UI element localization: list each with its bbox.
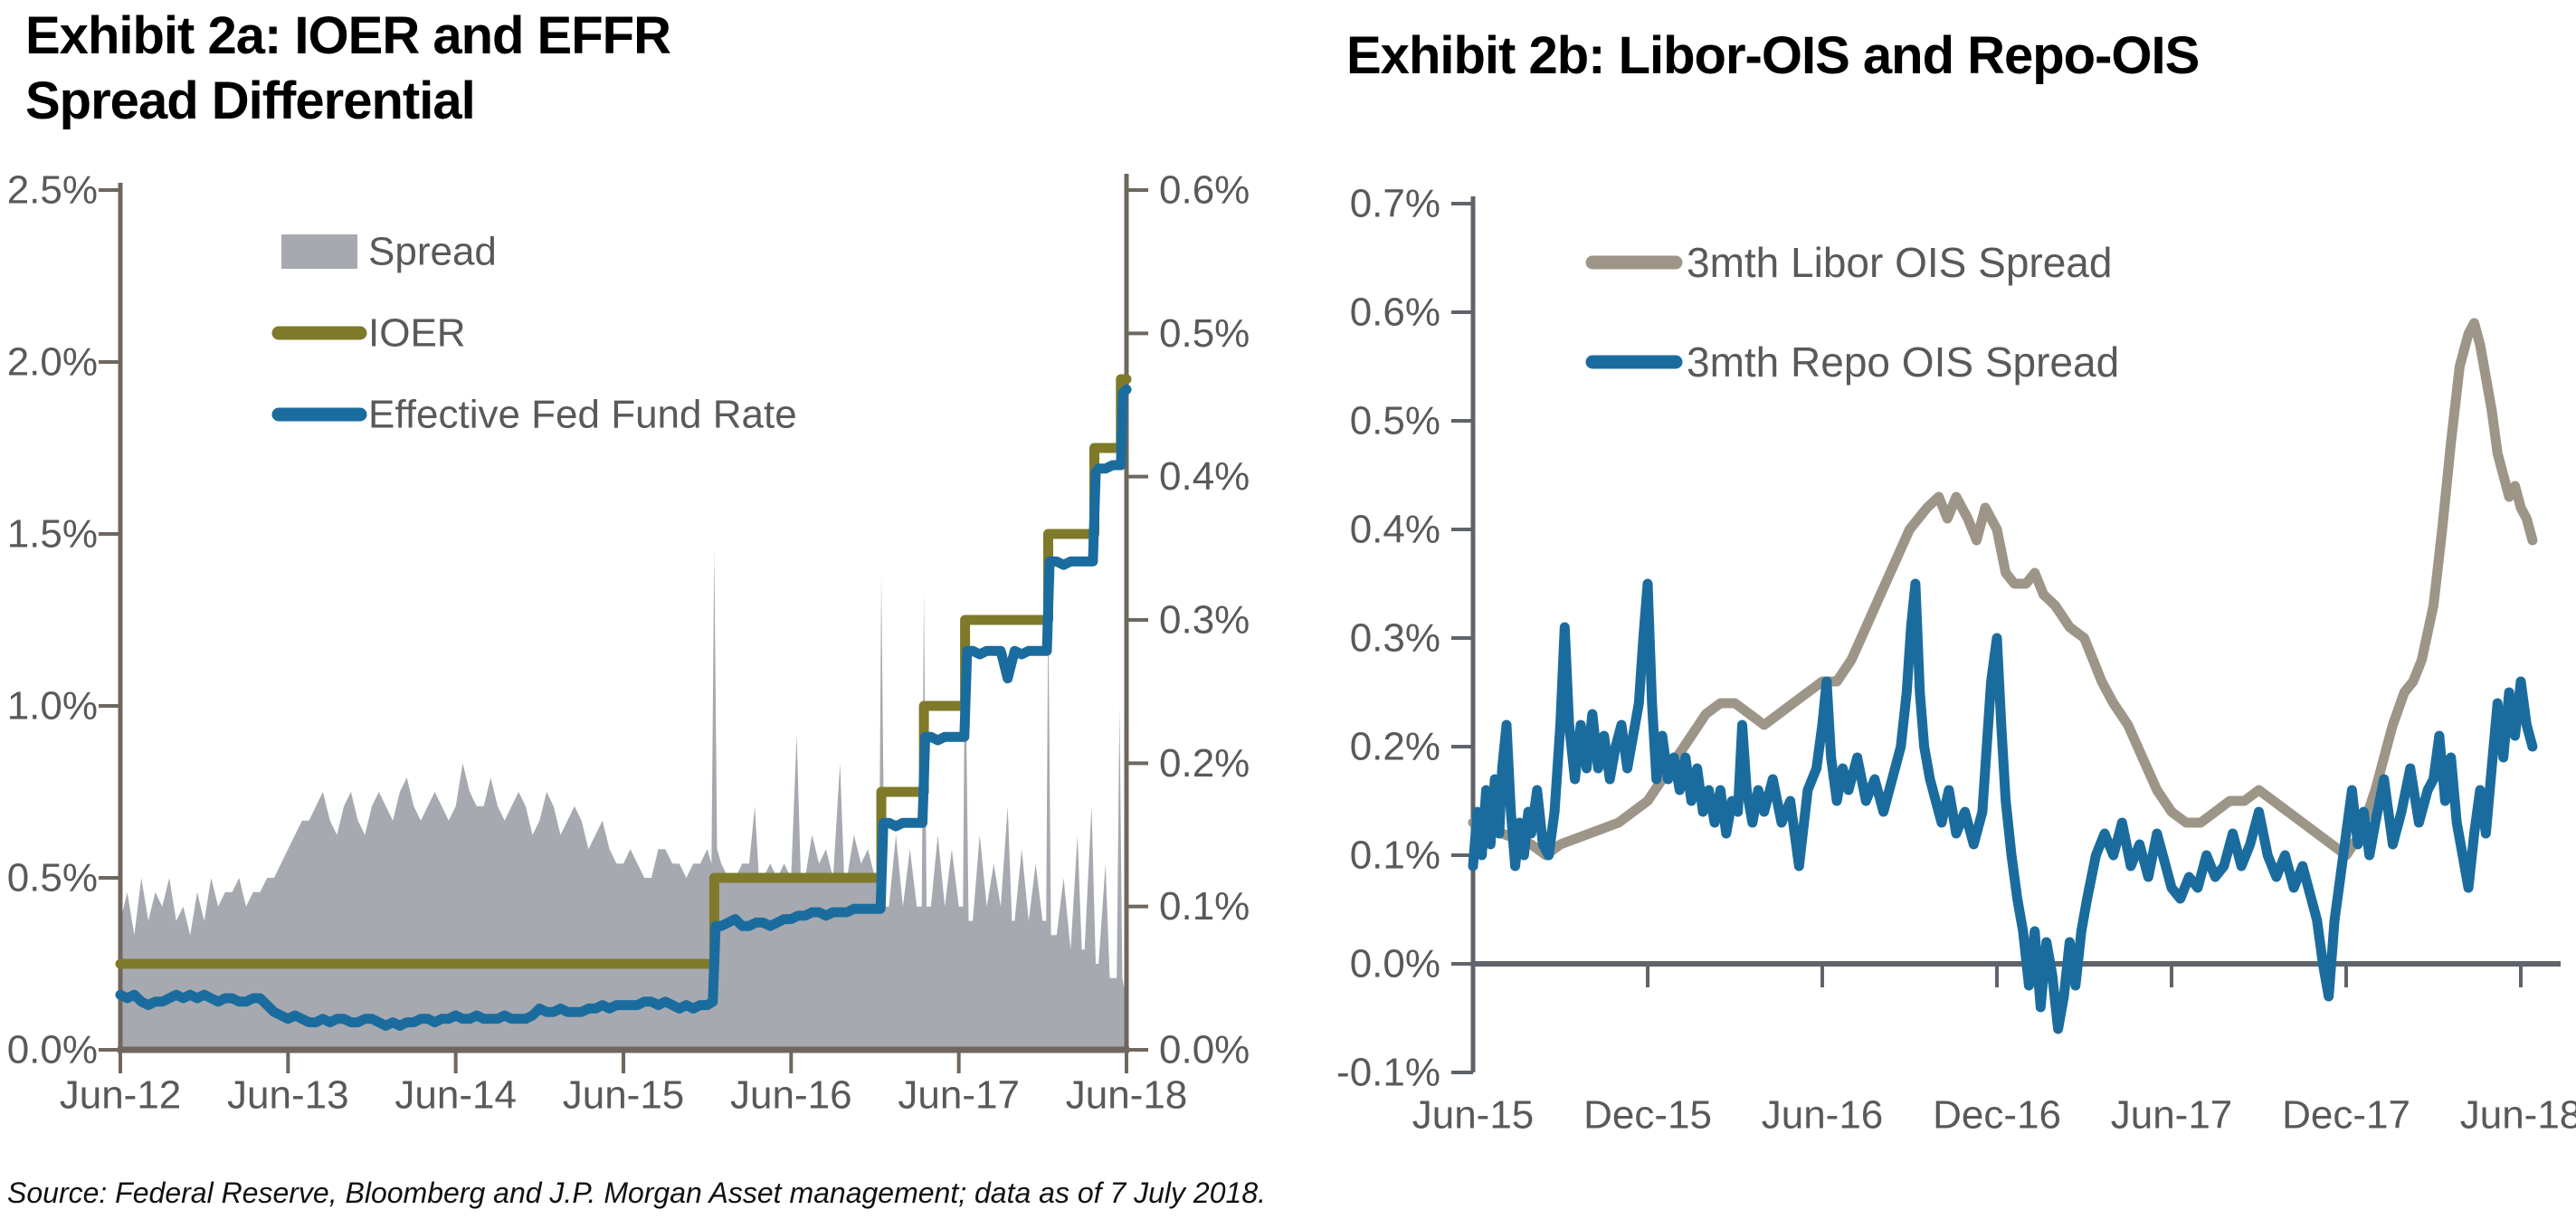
right-y-tick-label: 0.3% — [1159, 598, 1250, 643]
legend-label-effr: Effective Fed Fund Rate — [368, 393, 797, 437]
left-y-tick-label: 0.0% — [7, 1028, 98, 1072]
right-chart-x-tick-label: Dec-17 — [2282, 1093, 2410, 1138]
legend-label-repo-ois: 3mth Repo OIS Spread — [1687, 338, 2119, 386]
legend-swatch-spread — [281, 234, 357, 269]
left-chart-title: Exhibit 2a: IOER and EFFR Spread Differe… — [25, 4, 671, 134]
libor-ois-line — [1468, 318, 2538, 861]
right-chart-title: Exhibit 2b: Libor-OIS and Repo-OIS — [1346, 24, 2200, 89]
right-chart-y-tick-label: -0.1% — [1336, 1051, 1440, 1095]
left-chart-title-line2: Spread Differential — [25, 71, 476, 130]
right-y-tick-label: 0.4% — [1159, 454, 1250, 499]
right-y-tick-label: 0.0% — [1159, 1028, 1250, 1072]
repo-ois-line — [1468, 578, 2538, 1034]
right-chart-y-tick-label: 0.1% — [1350, 834, 1440, 878]
left-x-tick-label: Jun-14 — [394, 1073, 517, 1118]
right-y-tick-label: 0.1% — [1159, 884, 1250, 929]
source-note: Source: Federal Reserve, Bloomberg and J… — [7, 1177, 1266, 1209]
spread-area — [120, 548, 1126, 1050]
left-x-tick-label: Jun-17 — [898, 1073, 1020, 1118]
right-chart-title-line1: Exhibit 2b: Libor-OIS and Repo-OIS — [1346, 26, 2200, 85]
right-chart-x-tick-label: Dec-16 — [1933, 1093, 2061, 1138]
left-x-tick-label: Jun-13 — [227, 1073, 349, 1118]
left-x-tick-label: Jun-18 — [1066, 1073, 1188, 1118]
right-chart-y-tick-label: 0.3% — [1350, 616, 1440, 661]
left-y-tick-label: 0.5% — [7, 856, 98, 900]
left-x-tick-label: Jun-12 — [60, 1073, 182, 1118]
left-y-tick-label: 1.5% — [7, 512, 98, 557]
left-y-tick-label: 2.5% — [7, 168, 98, 213]
right-y-tick-label: 0.2% — [1159, 741, 1250, 786]
right-chart-y-tick-label: 0.5% — [1350, 399, 1440, 443]
right-chart-y-tick-label: 0.6% — [1350, 291, 1440, 335]
right-chart-x-tick-label: Jun-18 — [2460, 1093, 2576, 1138]
right-chart-x-tick-label: Jun-15 — [1412, 1093, 1535, 1138]
right-chart-y-tick-label: 0.7% — [1350, 182, 1440, 226]
left-y-tick-label: 2.0% — [7, 340, 98, 385]
left-y-tick-label: 1.0% — [7, 684, 98, 729]
right-y-tick-label: 0.6% — [1159, 168, 1250, 213]
effr-line — [115, 384, 1132, 1031]
left-chart-title-line1: Exhibit 2a: IOER and EFFR — [25, 6, 671, 65]
left-x-tick-label: Jun-15 — [563, 1073, 685, 1118]
right-chart-x-tick-label: Dec-15 — [1583, 1093, 1712, 1138]
legend-label-ioer: IOER — [368, 311, 466, 356]
right-chart-x-tick-label: Jun-16 — [1762, 1093, 1884, 1138]
legend-label-libor-ois: 3mth Libor OIS Spread — [1687, 239, 2112, 286]
right-chart-y-tick-label: 0.4% — [1350, 508, 1440, 552]
right-chart-y-tick-label: 0.0% — [1350, 942, 1440, 986]
legend-label-spread: Spread — [368, 230, 497, 274]
right-y-tick-label: 0.5% — [1159, 311, 1250, 356]
right-chart-y-tick-label: 0.2% — [1350, 725, 1440, 769]
left-x-tick-label: Jun-16 — [730, 1073, 852, 1118]
right-chart-x-tick-label: Jun-17 — [2111, 1093, 2233, 1138]
